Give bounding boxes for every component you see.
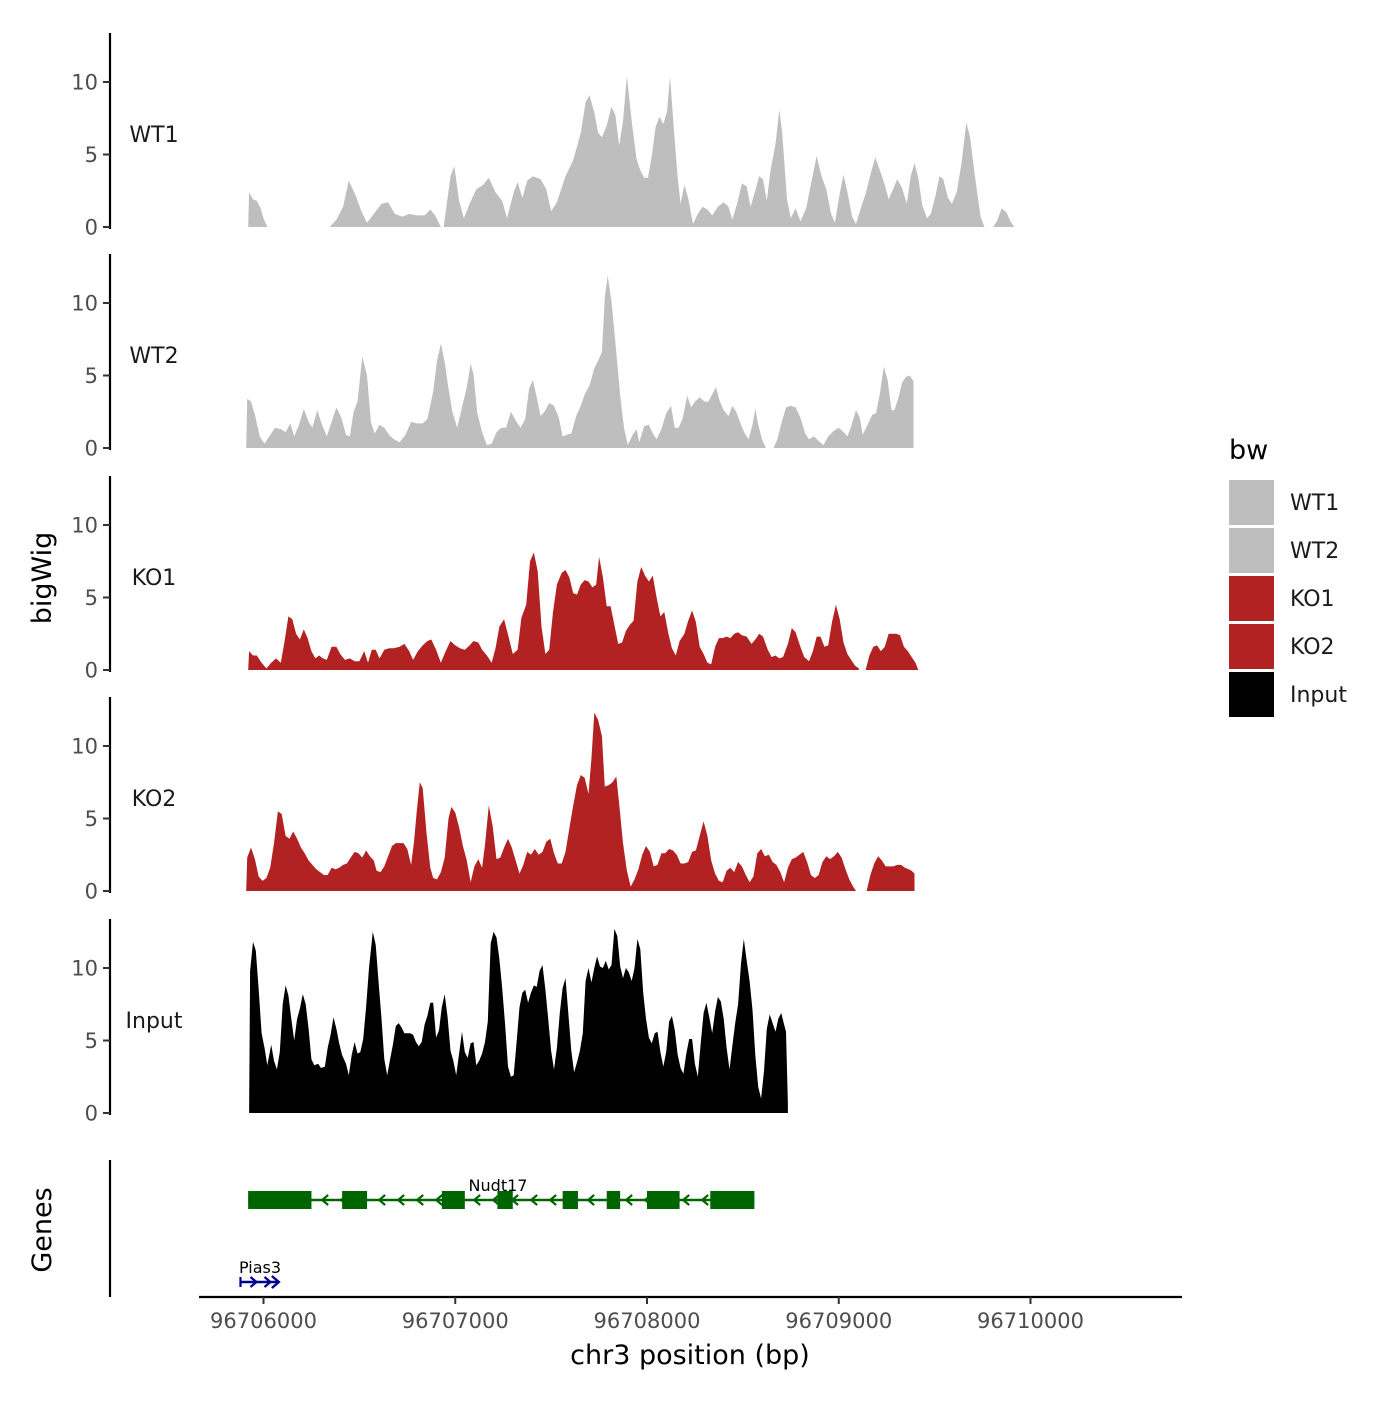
- strand-arrow: [396, 1194, 405, 1206]
- coverage-area-input: [249, 928, 788, 1113]
- strand-arrow: [434, 1194, 443, 1206]
- x-tick-label: 96706000: [210, 1309, 317, 1333]
- y-tick-label: 5: [85, 143, 98, 167]
- strand-arrow: [491, 1194, 500, 1206]
- x-tick-label: 96707000: [402, 1309, 509, 1333]
- exon: [562, 1191, 578, 1209]
- legend-swatch-wt2: [1229, 528, 1274, 573]
- y-tick-label: 10: [71, 292, 98, 316]
- exon: [441, 1191, 465, 1209]
- x-axis-title: chr3 position (bp): [570, 1340, 810, 1371]
- gene-label: Pias3: [239, 1258, 281, 1277]
- track-label: WT1: [129, 123, 178, 148]
- gene-label: Nudt17: [469, 1176, 528, 1195]
- exon: [606, 1191, 621, 1209]
- x-tick-label: 96708000: [594, 1309, 701, 1333]
- legend-title: bw: [1229, 435, 1268, 466]
- y-tick-label: 0: [85, 659, 98, 683]
- strand-arrow: [271, 1275, 281, 1289]
- strand-arrow: [548, 1194, 557, 1206]
- gene-pias3: Pias3: [239, 1258, 281, 1289]
- x-tick-label: 96710000: [977, 1309, 1084, 1333]
- legend-swatch-ko2: [1229, 624, 1274, 669]
- strand-arrow: [415, 1194, 424, 1206]
- legend-swatch-ko1: [1229, 576, 1274, 621]
- y-tick-label: 5: [85, 364, 98, 388]
- y-tick-label: 5: [85, 807, 98, 831]
- genes-layer: Nudt17 Pias3: [108, 1160, 755, 1297]
- strand-arrow: [586, 1194, 595, 1206]
- exon: [248, 1191, 312, 1209]
- y-tick-label: 0: [85, 1102, 98, 1126]
- genes-axis-title: Genes: [27, 1187, 58, 1272]
- coverage-area-wt2: [246, 275, 766, 448]
- y-tick-label: 5: [85, 586, 98, 610]
- strand-arrow: [472, 1194, 481, 1206]
- tracks-layer: 0 5 10 WT1 0 5 10 WT2 0 5 10 KO1 0 5 10 KO2 0 5 10 Input: [71, 33, 1015, 1126]
- strand-arrow: [624, 1194, 633, 1206]
- strand-arrow: [681, 1194, 690, 1206]
- track-ko2: 0 5 10 KO2: [71, 697, 915, 904]
- strand-arrow: [249, 1276, 259, 1288]
- exon: [342, 1191, 368, 1209]
- strand-arrow: [529, 1194, 538, 1206]
- coverage-area-ko1: [865, 633, 919, 670]
- coverage-area-wt1: [248, 192, 268, 227]
- exon: [497, 1191, 513, 1209]
- y-tick-label: 10: [71, 957, 98, 981]
- track-label: KO1: [132, 566, 177, 591]
- strand-arrow: [320, 1194, 329, 1206]
- legend-swatch-input: [1229, 672, 1274, 717]
- coverage-area-ko2: [246, 712, 856, 891]
- track-ko1: 0 5 10 KO1: [71, 476, 919, 683]
- legend-label: WT2: [1290, 539, 1339, 564]
- track-label: WT2: [129, 344, 178, 369]
- coverage-area-wt2: [773, 366, 914, 448]
- legend-label: KO1: [1290, 587, 1335, 612]
- track-label: Input: [126, 1009, 183, 1034]
- y-tick-label: 10: [71, 514, 98, 538]
- strand-arrow: [377, 1194, 386, 1206]
- track-wt1: 0 5 10 WT1: [71, 33, 1015, 240]
- exon: [647, 1191, 680, 1209]
- strand-arrow: [263, 1276, 273, 1288]
- y-axis-title: bigWig: [27, 532, 58, 625]
- coverage-area-wt1: [329, 76, 985, 227]
- y-tick-label: 10: [71, 71, 98, 95]
- x-tick-label: 96709000: [785, 1309, 892, 1333]
- track-wt2: 0 5 10 WT2: [71, 254, 914, 461]
- track-input: 0 5 10 Input: [71, 919, 788, 1126]
- y-tick-label: 5: [85, 1029, 98, 1053]
- y-tick-label: 0: [85, 216, 98, 240]
- y-tick-label: 0: [85, 880, 98, 904]
- coverage-area-ko1: [248, 552, 859, 670]
- strand-arrow: [700, 1194, 709, 1206]
- exon: [710, 1191, 755, 1209]
- coverage-area-wt1: [993, 208, 1015, 227]
- y-tick-label: 0: [85, 437, 98, 461]
- y-tick-label: 10: [71, 735, 98, 759]
- legend-label: WT1: [1290, 491, 1339, 516]
- legend-swatch-wt1: [1229, 480, 1274, 525]
- track-label: KO2: [132, 787, 177, 812]
- legend-label: KO2: [1290, 635, 1335, 660]
- coverage-area-ko2: [866, 856, 915, 891]
- legend-label: Input: [1290, 683, 1347, 708]
- legend: bw WT1 WT2 KO1 KO2 Input: [1229, 435, 1347, 717]
- x-axis: 96706000 96707000 96708000 96709000 96710000: [199, 1295, 1182, 1333]
- gene-nudt17: Nudt17: [248, 1176, 755, 1209]
